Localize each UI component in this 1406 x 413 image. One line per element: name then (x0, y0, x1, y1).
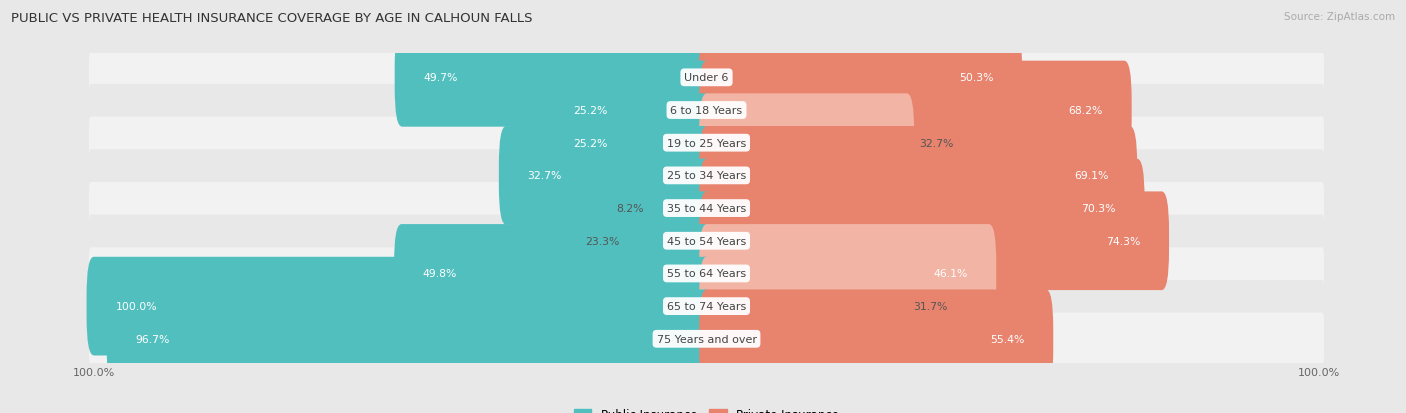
Text: 74.3%: 74.3% (1107, 236, 1140, 246)
Text: Under 6: Under 6 (685, 73, 728, 83)
FancyBboxPatch shape (89, 85, 1324, 137)
FancyBboxPatch shape (394, 225, 714, 323)
Text: 69.1%: 69.1% (1074, 171, 1108, 181)
FancyBboxPatch shape (699, 159, 1144, 258)
Text: 50.3%: 50.3% (959, 73, 993, 83)
FancyBboxPatch shape (699, 29, 1022, 127)
Text: 25 to 34 Years: 25 to 34 Years (666, 171, 747, 181)
FancyBboxPatch shape (107, 290, 714, 388)
FancyBboxPatch shape (87, 257, 714, 356)
Text: 23.3%: 23.3% (585, 236, 620, 246)
FancyBboxPatch shape (395, 29, 714, 127)
Text: 55.4%: 55.4% (990, 334, 1025, 344)
FancyBboxPatch shape (89, 248, 1324, 300)
FancyBboxPatch shape (650, 159, 714, 258)
Text: 68.2%: 68.2% (1069, 106, 1102, 116)
Text: 55 to 64 Years: 55 to 64 Years (666, 269, 747, 279)
Text: 46.1%: 46.1% (934, 269, 967, 279)
Text: 100.0%: 100.0% (115, 301, 157, 311)
FancyBboxPatch shape (699, 94, 914, 192)
Text: 45 to 54 Years: 45 to 54 Years (666, 236, 747, 246)
Text: 6 to 18 Years: 6 to 18 Years (671, 106, 742, 116)
FancyBboxPatch shape (89, 313, 1324, 365)
FancyBboxPatch shape (89, 215, 1324, 267)
Text: 49.7%: 49.7% (423, 73, 458, 83)
Text: 49.8%: 49.8% (423, 269, 457, 279)
FancyBboxPatch shape (699, 290, 1053, 388)
Text: 8.2%: 8.2% (616, 204, 644, 214)
Text: PUBLIC VS PRIVATE HEALTH INSURANCE COVERAGE BY AGE IN CALHOUN FALLS: PUBLIC VS PRIVATE HEALTH INSURANCE COVER… (11, 12, 533, 25)
FancyBboxPatch shape (699, 192, 1168, 290)
FancyBboxPatch shape (699, 225, 997, 323)
FancyBboxPatch shape (89, 117, 1324, 169)
Text: 70.3%: 70.3% (1081, 204, 1116, 214)
FancyBboxPatch shape (699, 127, 1137, 225)
FancyBboxPatch shape (699, 62, 1132, 160)
Text: 31.7%: 31.7% (912, 301, 948, 311)
Text: 96.7%: 96.7% (135, 334, 170, 344)
FancyBboxPatch shape (557, 192, 714, 290)
Text: 25.2%: 25.2% (574, 106, 607, 116)
FancyBboxPatch shape (89, 52, 1324, 104)
FancyBboxPatch shape (89, 150, 1324, 202)
Text: 25.2%: 25.2% (574, 138, 607, 148)
Text: 65 to 74 Years: 65 to 74 Years (666, 301, 747, 311)
Text: 32.7%: 32.7% (920, 138, 953, 148)
Legend: Public Insurance, Private Insurance: Public Insurance, Private Insurance (569, 404, 844, 413)
FancyBboxPatch shape (544, 94, 714, 192)
Text: 35 to 44 Years: 35 to 44 Years (666, 204, 747, 214)
Text: 32.7%: 32.7% (527, 171, 562, 181)
FancyBboxPatch shape (89, 280, 1324, 332)
FancyBboxPatch shape (499, 127, 714, 225)
Text: 19 to 25 Years: 19 to 25 Years (666, 138, 747, 148)
FancyBboxPatch shape (544, 62, 714, 160)
Text: 75 Years and over: 75 Years and over (657, 334, 756, 344)
FancyBboxPatch shape (699, 257, 908, 356)
FancyBboxPatch shape (89, 183, 1324, 235)
Text: Source: ZipAtlas.com: Source: ZipAtlas.com (1284, 12, 1395, 22)
